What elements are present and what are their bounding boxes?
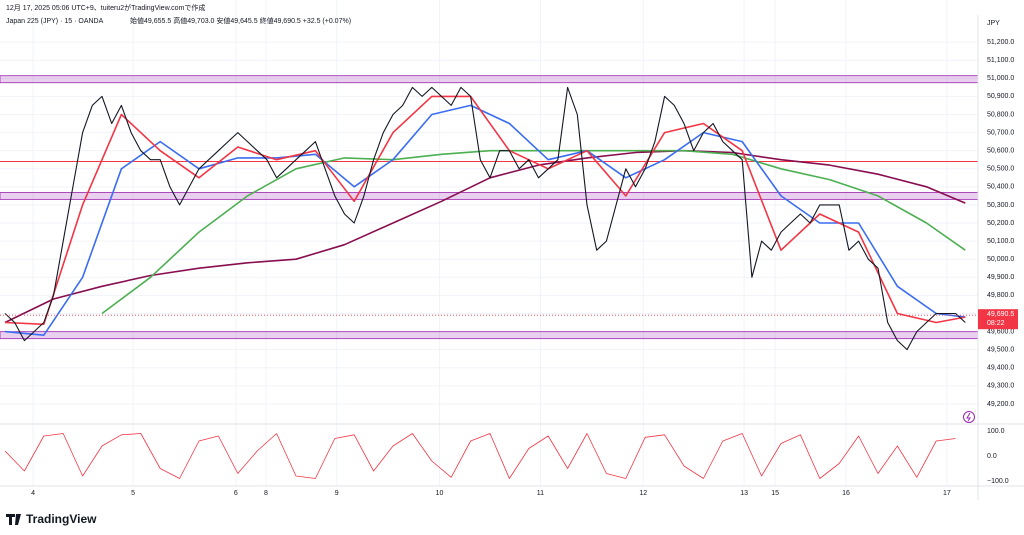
y-tick-label: 50,900.0 <box>987 93 1014 100</box>
chart-title: Japan 225 (JPY) · 15 · OANDA <box>6 18 104 25</box>
y-tick-label: 49,800.0 <box>987 292 1014 299</box>
logo: TradingView <box>26 512 97 526</box>
level-band <box>0 191 979 200</box>
y-tick-label: 49,500.0 <box>987 346 1014 353</box>
alert-bolt <box>966 412 971 422</box>
y-tick-label: 50,600.0 <box>987 148 1014 155</box>
y-tick-label: 50,800.0 <box>987 111 1014 118</box>
y-tick-label: 50,300.0 <box>987 202 1014 209</box>
caption: 12月 17, 2025 05:06 UTC+9、tuiteru2がTradin… <box>6 3 205 12</box>
y-tick-label: 50,500.0 <box>987 166 1014 173</box>
ma-line <box>4 95 966 326</box>
osc-tick-label: −100.0 <box>987 478 1009 485</box>
level-band <box>0 331 979 340</box>
x-tick-label: 4 <box>31 490 35 497</box>
ma-line <box>4 104 966 336</box>
x-tick-label: 9 <box>335 490 339 497</box>
logo-mark <box>6 514 21 525</box>
x-tick-label: 17 <box>943 490 951 497</box>
y-tick-label: 50,700.0 <box>987 129 1014 136</box>
oscillator-line <box>4 433 956 479</box>
x-tick-label: 13 <box>740 490 748 497</box>
countdown-label: 08:22 <box>987 320 1005 327</box>
y-tick-label: 50,100.0 <box>987 238 1014 245</box>
x-tick-label: 11 <box>537 490 544 497</box>
y-tick-label: 51,100.0 <box>987 57 1014 64</box>
x-tick-label: 5 <box>131 490 135 497</box>
y-tick-label: 49,600.0 <box>987 328 1014 335</box>
y-tick-label: 49,200.0 <box>987 401 1014 408</box>
y-tick-label: 49,900.0 <box>987 274 1014 281</box>
currency: JPY <box>987 20 1000 27</box>
alert-icon[interactable] <box>963 411 975 423</box>
osc-tick-label: 0.0 <box>987 453 997 460</box>
last-price-label: 49,690.5 <box>987 311 1014 318</box>
x-tick-label: 10 <box>436 490 444 497</box>
price-line <box>4 86 966 351</box>
last-price-box <box>978 309 1018 330</box>
y-tick-label: 49,400.0 <box>987 365 1014 372</box>
y-tick-label: 49,300.0 <box>987 383 1014 390</box>
y-tick-label: 51,000.0 <box>987 75 1014 82</box>
x-tick-label: 6 <box>234 490 238 497</box>
y-tick-label: 50,000.0 <box>987 256 1014 263</box>
y-tick-label: 51,200.0 <box>987 39 1014 46</box>
x-tick-label: 12 <box>639 490 647 497</box>
x-tick-label: 16 <box>842 490 850 497</box>
osc-tick-label: 100.0 <box>987 428 1005 435</box>
y-tick-label: 50,200.0 <box>987 220 1014 227</box>
y-tick-label: 50,400.0 <box>987 184 1014 191</box>
ohlc: 始値49,655.5 高値49,703.0 安値49,645.5 終値49,69… <box>130 16 351 25</box>
x-tick-label: 8 <box>264 490 268 497</box>
x-tick-label: 15 <box>771 490 779 497</box>
level-band <box>0 75 979 84</box>
